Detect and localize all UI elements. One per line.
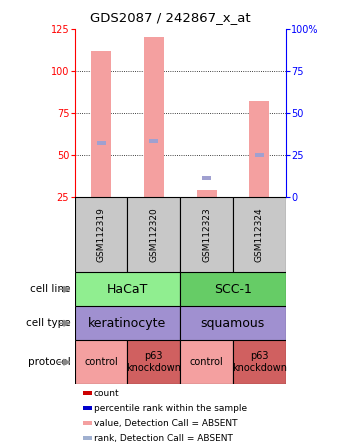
Bar: [149, 139, 158, 143]
Text: cell type: cell type: [26, 318, 71, 328]
Text: GSM112324: GSM112324: [255, 207, 264, 262]
Bar: [75, 306, 180, 340]
Text: control: control: [190, 357, 223, 367]
Text: percentile rank within the sample: percentile rank within the sample: [94, 404, 247, 412]
Text: squamous: squamous: [201, 317, 265, 330]
Bar: [180, 340, 233, 384]
Bar: [128, 197, 180, 272]
Bar: [233, 340, 286, 384]
Bar: [180, 272, 286, 306]
Bar: [83, 406, 92, 410]
Bar: [75, 340, 128, 384]
Text: value, Detection Call = ABSENT: value, Detection Call = ABSENT: [94, 419, 237, 428]
Text: p63
knockdown: p63 knockdown: [232, 351, 287, 373]
Text: cell line: cell line: [30, 284, 71, 294]
Text: GSM112319: GSM112319: [97, 207, 106, 262]
Bar: [255, 152, 264, 157]
Bar: [180, 197, 233, 272]
Bar: [83, 421, 92, 425]
Bar: [83, 391, 92, 395]
Bar: [180, 306, 286, 340]
Bar: [144, 37, 164, 197]
Bar: [75, 272, 180, 306]
Text: SCC-1: SCC-1: [214, 283, 252, 296]
Text: HaCaT: HaCaT: [107, 283, 148, 296]
Bar: [83, 436, 92, 440]
Text: keratinocyte: keratinocyte: [88, 317, 167, 330]
Bar: [75, 197, 128, 272]
Bar: [91, 51, 111, 197]
Text: GSM112320: GSM112320: [149, 207, 158, 262]
Text: GSM112323: GSM112323: [202, 207, 211, 262]
Text: p63
knockdown: p63 knockdown: [126, 351, 181, 373]
Text: rank, Detection Call = ABSENT: rank, Detection Call = ABSENT: [94, 433, 233, 443]
Bar: [197, 190, 217, 197]
Text: GDS2087 / 242867_x_at: GDS2087 / 242867_x_at: [90, 11, 250, 24]
Text: protocol: protocol: [28, 357, 71, 367]
Bar: [128, 340, 180, 384]
Bar: [97, 141, 106, 145]
Bar: [249, 101, 269, 197]
Bar: [233, 197, 286, 272]
Text: control: control: [84, 357, 118, 367]
Bar: [202, 176, 211, 180]
Text: count: count: [94, 388, 120, 398]
